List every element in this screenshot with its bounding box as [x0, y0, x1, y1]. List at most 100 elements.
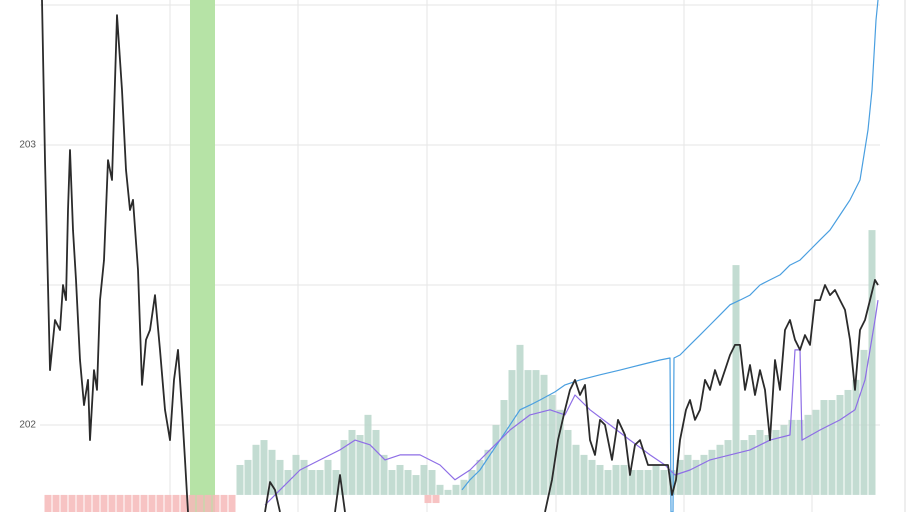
bar: [140, 494, 148, 512]
bar: [380, 454, 388, 495]
bar: [596, 464, 604, 495]
bar: [60, 494, 68, 512]
bar: [804, 414, 812, 495]
bar: [740, 440, 748, 495]
bar: [620, 464, 628, 495]
bar: [500, 400, 508, 495]
bar: [68, 494, 76, 512]
plot-area: [41, 0, 879, 512]
bar: [252, 444, 260, 495]
bar: [436, 484, 444, 495]
bar: [572, 444, 580, 495]
bar: [108, 494, 116, 512]
bar: [432, 494, 440, 504]
bar: [644, 470, 652, 495]
bar: [412, 475, 420, 495]
bar: [492, 424, 500, 495]
bar: [292, 454, 300, 495]
bar: [196, 494, 204, 512]
bar: [796, 419, 804, 495]
bar: [116, 494, 124, 512]
line: [461, 0, 879, 512]
bar: [316, 470, 324, 495]
bar: [700, 454, 708, 495]
bar: [324, 459, 332, 495]
bar: [628, 470, 636, 495]
bar: [84, 494, 92, 512]
bar: [188, 494, 196, 512]
bar: [204, 494, 212, 512]
bar: [268, 449, 276, 495]
bar: [692, 459, 700, 495]
bar: [404, 470, 412, 495]
bar: [660, 470, 668, 495]
bar: [676, 459, 684, 495]
bar: [780, 424, 788, 495]
bar: [300, 459, 308, 495]
bar: [532, 370, 540, 495]
bar: [868, 230, 876, 495]
line: [41, 0, 879, 512]
bar: [844, 389, 852, 495]
bar: [756, 429, 764, 495]
bar: [556, 409, 564, 495]
bar: [132, 494, 140, 512]
bar: [332, 470, 340, 495]
bar: [92, 494, 100, 512]
bar: [396, 464, 404, 495]
bar: [388, 470, 396, 495]
bar: [732, 265, 740, 495]
bar: [172, 494, 180, 512]
bar: [164, 494, 172, 512]
bar: [76, 494, 84, 512]
bar: [852, 379, 860, 495]
bar: [212, 494, 220, 512]
bar: [812, 409, 820, 495]
bar: [716, 444, 724, 495]
bar: [276, 459, 284, 495]
bar: [772, 429, 780, 495]
bar: [244, 459, 252, 495]
bar: [236, 464, 244, 495]
bar: [424, 494, 432, 504]
bar: [580, 454, 588, 495]
bar: [684, 454, 692, 495]
bar: [452, 484, 460, 495]
bar: [764, 435, 772, 495]
bar: [444, 489, 452, 495]
bar: [604, 470, 612, 495]
bar: [708, 449, 716, 495]
bar: [508, 370, 516, 495]
y-tick-label: 203: [19, 140, 36, 151]
bar: [524, 370, 532, 495]
bar: [748, 435, 756, 495]
bar: [724, 440, 732, 495]
bar: [836, 394, 844, 495]
bar: [636, 470, 644, 495]
bar: [820, 400, 828, 495]
bar: [228, 494, 236, 512]
bar: [260, 440, 268, 495]
bar: [156, 494, 164, 512]
bar: [308, 470, 316, 495]
bar: [588, 459, 596, 495]
bar: [828, 400, 836, 495]
line: [264, 300, 879, 506]
bar: [668, 470, 676, 495]
bar: [516, 344, 524, 495]
bar: [364, 414, 372, 495]
bar: [356, 435, 364, 495]
highlight-band: [190, 0, 215, 512]
bar: [860, 349, 868, 495]
grid: [40, 0, 880, 512]
bar: [52, 494, 60, 512]
bar: [484, 449, 492, 495]
axis-labels: 202 203: [19, 140, 36, 431]
bar: [220, 494, 228, 512]
bar: [468, 470, 476, 495]
bar: [180, 494, 188, 512]
bar: [124, 494, 132, 512]
bar: [348, 429, 356, 495]
bar: [788, 419, 796, 495]
